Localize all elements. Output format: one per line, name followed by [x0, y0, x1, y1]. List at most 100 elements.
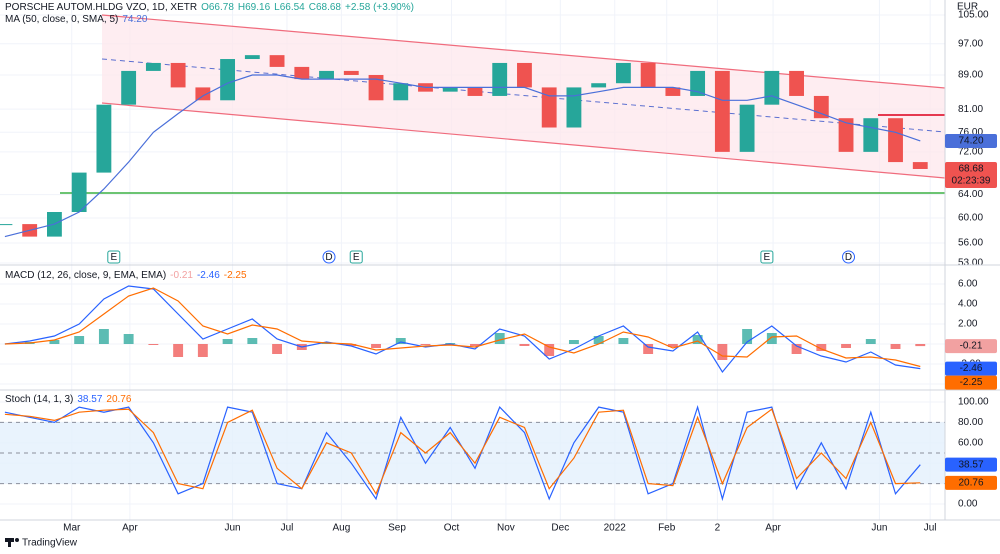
y-tick-label: 80.00 [958, 417, 983, 428]
candle [244, 55, 260, 60]
candle [615, 62, 631, 84]
candle [343, 70, 359, 75]
price-tag [945, 161, 997, 188]
histogram-bar [717, 344, 728, 360]
histogram-bar [816, 344, 827, 351]
x-tick-label: Sep [388, 523, 406, 534]
symbol-title: PORSCHE AUTOM.HLDG VZO, 1D, XETR [5, 2, 197, 13]
y-tick-label: 64.00 [958, 189, 983, 200]
y-tick-label: 72.00 [958, 147, 983, 158]
histogram-bar [544, 344, 555, 356]
brand: TradingView [5, 538, 78, 549]
y-tick-label: 2.00 [958, 319, 978, 330]
histogram-bar [643, 344, 654, 354]
x-tick-label: Jun [224, 523, 240, 534]
legend: MA (50, close, 0, SMA, 5) 74.20 [5, 14, 148, 25]
legend: MACD (12, 26, close, 9, EMA, EMA) -0.21 -2… [5, 270, 247, 281]
x-tick-label: Jul [924, 523, 937, 534]
macd-legend: MACD (12, 26, close, 9, EMA, EMA) [5, 270, 166, 281]
channel-upper [101, 14, 946, 89]
change: +2.58 (+3.90%) [345, 2, 414, 13]
event-marker [842, 250, 856, 264]
legend: Stoch (14, 1, 3) 38.57 20.76 [5, 394, 132, 405]
x-tick-label: Jun [871, 523, 887, 534]
event-label: D [325, 252, 332, 263]
histogram-bar [222, 339, 233, 344]
candle [863, 118, 879, 152]
price-tag-label: -0.21 [960, 341, 983, 352]
currency: EUR [957, 2, 978, 13]
x-tick-label: Apr [765, 523, 781, 534]
histogram-bar [519, 344, 530, 346]
candle [96, 104, 112, 173]
candle [442, 87, 458, 92]
x-tick-label: Feb [658, 523, 676, 534]
price-tag-label: 38.57 [958, 459, 983, 470]
candle [269, 55, 285, 67]
histogram-bar [395, 338, 406, 344]
event-marker [107, 250, 121, 264]
event-label: E [110, 252, 117, 263]
tag-layer: Mar Apr Jun Jul Aug Sep Oct Nov Dec 2022 Feb 2 Apr Ju… [63, 133, 997, 534]
open: O66.78 [201, 2, 234, 13]
histogram-bar [173, 344, 184, 357]
candle [170, 62, 186, 88]
candle [0, 224, 13, 226]
histogram-bar [148, 344, 159, 345]
histogram-bar [618, 338, 629, 344]
ma-value: 74.20 [122, 14, 147, 25]
candle [764, 70, 780, 105]
low: L66.54 [274, 2, 305, 13]
event-label: E [353, 252, 360, 263]
y-tick-label: 6.00 [958, 279, 978, 290]
histogram-bar [692, 335, 703, 344]
event-marker [760, 250, 774, 264]
macd-line [4, 285, 921, 374]
histogram-bar [49, 340, 60, 344]
candle [319, 70, 334, 80]
histogram-bar [791, 344, 802, 354]
histogram-bar [272, 344, 283, 354]
price-tag [945, 457, 997, 472]
macd-line [4, 287, 921, 368]
candle [220, 59, 236, 101]
channel-fill [102, 15, 945, 178]
x-tick-label: Dec [551, 523, 569, 534]
price-tag-label: -2.25 [960, 377, 983, 388]
histogram-bar [371, 344, 381, 348]
candle [393, 83, 409, 101]
candle [195, 87, 211, 101]
candle [690, 70, 706, 96]
y-tick-label: 76.00 [958, 127, 983, 138]
price-tag [945, 133, 997, 148]
macd-value: -2.46 [197, 270, 220, 281]
hist-value: -0.21 [170, 270, 193, 281]
price-tag-label: 68.68 [958, 164, 983, 175]
x-tick-label: Oct [444, 523, 460, 534]
candle [145, 62, 161, 71]
histogram-bar [667, 344, 678, 347]
candle [813, 95, 829, 119]
histogram-bar [98, 329, 109, 344]
y-tick-label: 4.00 [958, 299, 978, 310]
candle [665, 87, 681, 96]
price-tag-label: -2.46 [960, 363, 983, 374]
ma-legend: MA (50, close, 0, SMA, 5) [5, 14, 118, 25]
brand-name: TradingView [22, 538, 78, 549]
y-tick-label: 56.00 [958, 238, 983, 249]
histogram-bar [865, 339, 876, 344]
candle [492, 62, 508, 96]
high: H69.16 [238, 2, 271, 13]
x-tick-label: Mar [63, 523, 81, 534]
histogram-bar [247, 338, 258, 344]
logo [8, 538, 11, 547]
histogram-bar [197, 344, 208, 357]
histogram-bar [346, 344, 357, 346]
y-tick-label: 105.00 [958, 10, 989, 21]
y-tick-label: 0.00 [958, 499, 978, 510]
countdown: 02:23:39 [952, 176, 991, 187]
price-tag [945, 475, 997, 490]
x-tick-label: Jul [281, 523, 294, 534]
